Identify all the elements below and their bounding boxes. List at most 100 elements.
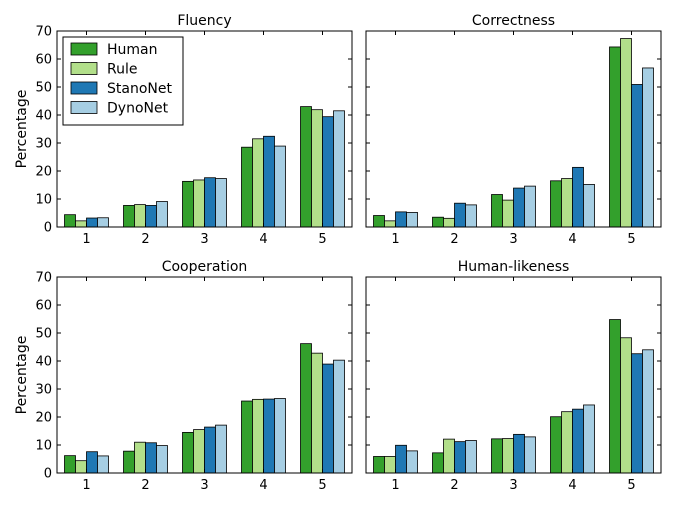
x-tick-label: 3 (509, 478, 517, 493)
x-tick-label: 5 (627, 232, 635, 247)
bar-human-5 (300, 343, 312, 474)
bar-dynonet-2 (465, 440, 477, 474)
legend-label-dynonet: DynoNet (107, 101, 169, 117)
bar-rule-1 (384, 456, 396, 474)
bar-rule-5 (311, 109, 323, 228)
bar-rule-3 (502, 438, 514, 474)
bar-human-2 (123, 450, 135, 474)
bar-dynonet-2 (465, 204, 477, 228)
panel-title: Fluency (177, 13, 231, 29)
bar-stanonet-5 (631, 84, 643, 228)
x-tick-label: 2 (450, 232, 458, 247)
bar-stanonet-3 (513, 433, 525, 474)
x-tick-label: 1 (82, 232, 90, 247)
bar-human-2 (123, 205, 135, 228)
bar-rule-4 (561, 178, 573, 228)
bar-dynonet-4 (274, 145, 286, 228)
y-tick-label: 50 (35, 327, 52, 342)
bar-dynonet-3 (524, 185, 536, 228)
x-tick-label: 3 (509, 232, 517, 247)
y-tick-label: 50 (35, 81, 52, 96)
bar-rule-5 (311, 352, 323, 474)
bar-dynonet-5 (333, 110, 345, 228)
legend-label-stanonet: StanoNet (107, 81, 172, 97)
bar-dynonet-3 (215, 178, 227, 228)
y-tick-label: 10 (35, 439, 52, 454)
bar-rule-1 (384, 220, 396, 228)
y-tick-label: 20 (35, 411, 52, 426)
x-tick-label: 5 (318, 478, 326, 493)
y-tick-label: 40 (35, 109, 52, 124)
y-tick-label: 30 (35, 383, 52, 398)
y-tick-label: 60 (35, 53, 52, 68)
bar-stanonet-3 (204, 177, 216, 228)
bar-stanonet-2 (145, 205, 157, 228)
bar-dynonet-1 (97, 217, 109, 228)
legend-label-human: Human (107, 42, 158, 58)
bar-dynonet-2 (156, 445, 168, 474)
legend-swatch-dynonet (70, 101, 98, 114)
bar-rule-3 (193, 179, 205, 228)
bar-dynonet-5 (642, 349, 654, 474)
bar-stanonet-2 (145, 442, 157, 474)
bar-human-4 (550, 416, 562, 474)
bar-human-4 (550, 180, 562, 228)
bar-dynonet-3 (215, 424, 227, 474)
bar-rule-4 (252, 138, 264, 228)
bar-human-3 (491, 438, 503, 474)
y-axis-title: Percentage (14, 90, 30, 169)
bar-dynonet-5 (333, 359, 345, 474)
bar-rule-5 (620, 337, 632, 474)
y-tick-label: 0 (44, 467, 52, 482)
bar-stanonet-5 (631, 353, 643, 474)
bar-human-1 (64, 214, 76, 228)
x-tick-label: 2 (141, 232, 149, 247)
bar-stanonet-4 (572, 166, 584, 228)
x-tick-label: 1 (391, 478, 399, 493)
legend-swatch-human (70, 42, 98, 56)
bar-rule-1 (75, 220, 87, 228)
x-tick-label: 2 (141, 478, 149, 493)
bar-rule-2 (443, 438, 455, 474)
bar-rule-2 (134, 441, 146, 474)
bar-human-3 (491, 194, 503, 228)
bar-stanonet-5 (322, 363, 334, 474)
y-tick-label: 70 (35, 271, 52, 286)
bar-dynonet-4 (583, 404, 595, 474)
y-tick-label: 30 (35, 137, 52, 152)
bar-human-5 (300, 106, 312, 228)
x-tick-label: 2 (450, 478, 458, 493)
bar-dynonet-1 (97, 455, 109, 474)
bar-rule-3 (502, 199, 514, 228)
panel-title: Cooperation (162, 259, 248, 275)
legend-swatch-rule (70, 62, 98, 75)
bar-human-4 (241, 146, 253, 228)
bar-dynonet-3 (524, 436, 536, 474)
y-tick-label: 10 (35, 193, 52, 208)
x-tick-label: 5 (627, 478, 635, 493)
bar-stanonet-1 (86, 451, 98, 474)
bar-stanonet-1 (395, 444, 407, 474)
bar-stanonet-3 (204, 426, 216, 474)
x-tick-label: 4 (568, 232, 576, 247)
x-tick-label: 3 (200, 478, 208, 493)
bar-rule-3 (193, 429, 205, 474)
bar-human-1 (64, 455, 76, 474)
bar-stanonet-1 (86, 217, 98, 228)
bar-human-1 (373, 456, 385, 474)
bar-stanonet-2 (454, 441, 466, 474)
x-tick-label: 3 (200, 232, 208, 247)
bar-stanonet-4 (572, 408, 584, 474)
x-tick-label: 1 (82, 478, 90, 493)
bar-rule-2 (134, 204, 146, 228)
y-tick-label: 70 (35, 25, 52, 40)
bar-stanonet-4 (263, 398, 275, 474)
bar-stanonet-2 (454, 202, 466, 228)
bar-human-5 (609, 319, 621, 474)
bar-dynonet-1 (406, 212, 418, 228)
x-tick-label: 4 (259, 232, 267, 247)
panel-title: Correctness (472, 13, 555, 29)
bar-human-1 (373, 215, 385, 228)
y-axis-title: Percentage (14, 336, 30, 415)
